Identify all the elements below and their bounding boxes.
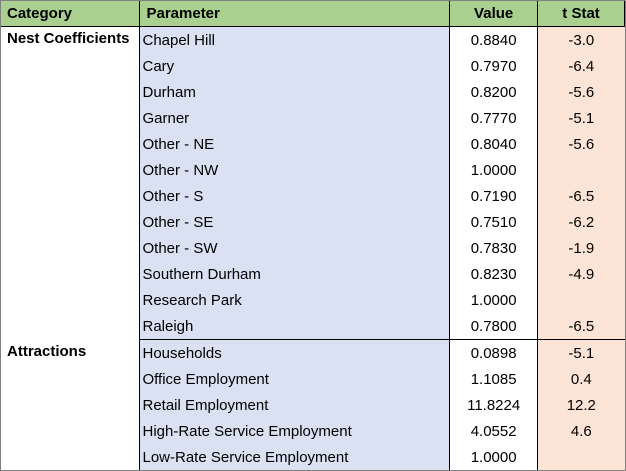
parameter-cell: Other - NW [139,157,451,183]
header-parameter: Parameter [139,1,451,27]
category-cell: Nest Coefficients [1,26,141,340]
parameter-cell: Office Employment [139,366,451,392]
table-row: Office Employment 1.1085 0.4 [1,366,625,392]
value-cell: 0.7800 [449,313,539,340]
value-cell: 0.8040 [449,131,539,157]
tstat-cell: -1.9 [537,235,625,261]
tstat-cell: -5.1 [537,339,625,366]
tstat-cell: -6.5 [537,313,625,340]
table-row: Other - NW 1.0000 [1,157,625,183]
tstat-cell: -3.0 [537,26,625,53]
value-cell: 0.7770 [449,105,539,131]
header-tstat: t Stat [537,1,625,27]
value-cell: 0.0898 [449,339,539,366]
table-body: Nest Coefficients Chapel Hill 0.8840 -3.0 Ca… [1,26,625,470]
value-cell: 0.7510 [449,209,539,235]
tstat-cell [537,157,625,183]
parameter-cell: Chapel Hill [139,26,451,53]
header-row: Category Parameter Value t Stat [1,1,625,27]
tstat-cell: -6.4 [537,53,625,79]
value-cell: 0.8840 [449,26,539,53]
tstat-cell: 4.6 [537,418,625,444]
value-cell: 1.0000 [449,157,539,183]
table-row: Other - S 0.7190 -6.5 [1,183,625,209]
header-category: Category [1,1,141,27]
value-cell: 1.1085 [449,366,539,392]
tstat-cell: -4.9 [537,261,625,287]
table-row: Other - SW 0.7830 -1.9 [1,235,625,261]
table-row: Research Park 1.0000 [1,287,625,313]
table-row: Durham 0.8200 -5.6 [1,79,625,105]
tstat-cell: -5.1 [537,105,625,131]
value-cell: 4.0552 [449,418,539,444]
table-row: Nest Coefficients Chapel Hill 0.8840 -3.0 [1,26,625,340]
value-cell: 1.0000 [449,444,539,470]
tstat-cell [537,287,625,313]
table-row: Cary 0.7970 -6.4 [1,53,625,79]
value-cell: 0.7830 [449,235,539,261]
tstat-cell [537,444,625,470]
table-row: Other - NE 0.8040 -5.6 [1,131,625,157]
table-row: Raleigh 0.7800 -6.5 [1,313,625,340]
parameter-cell: Retail Employment [139,392,451,418]
value-cell: 0.7970 [449,53,539,79]
value-cell: 11.8224 [449,392,539,418]
parameter-cell: Other - S [139,183,451,209]
tstat-cell: 12.2 [537,392,625,418]
parameter-cell: Garner [139,105,451,131]
parameter-cell: Other - NE [139,131,451,157]
table-row: Low-Rate Service Employment 1.0000 [1,444,625,470]
tstat-cell: -6.2 [537,209,625,235]
parameter-cell: Low-Rate Service Employment [139,444,451,470]
tstat-cell: -5.6 [537,79,625,105]
table-row: Retail Employment 11.8224 12.2 [1,392,625,418]
table-row: Garner 0.7770 -5.1 [1,105,625,131]
parameter-cell: Cary [139,53,451,79]
category-cell: Attractions [1,339,141,470]
parameter-cell: Raleigh [139,313,451,340]
parameter-cell: Southern Durham [139,261,451,287]
value-cell: 0.7190 [449,183,539,209]
value-cell: 1.0000 [449,287,539,313]
table-row: Attractions Households 0.0898 -5.1 [1,339,625,470]
parameter-cell: High-Rate Service Employment [139,418,451,444]
table-row: Other - SE 0.7510 -6.2 [1,209,625,235]
parameter-cell: Research Park [139,287,451,313]
parameter-cell: Households [139,339,451,366]
parameter-cell: Other - SW [139,235,451,261]
table-row: High-Rate Service Employment 4.0552 4.6 [1,418,625,444]
parameter-cell: Other - SE [139,209,451,235]
tstat-cell: 0.4 [537,366,625,392]
tstat-cell: -6.5 [537,183,625,209]
table-row: Southern Durham 0.8230 -4.9 [1,261,625,287]
parameter-cell: Durham [139,79,451,105]
tstat-cell: -5.6 [537,131,625,157]
value-cell: 0.8230 [449,261,539,287]
value-cell: 0.8200 [449,79,539,105]
header-value: Value [449,1,539,27]
